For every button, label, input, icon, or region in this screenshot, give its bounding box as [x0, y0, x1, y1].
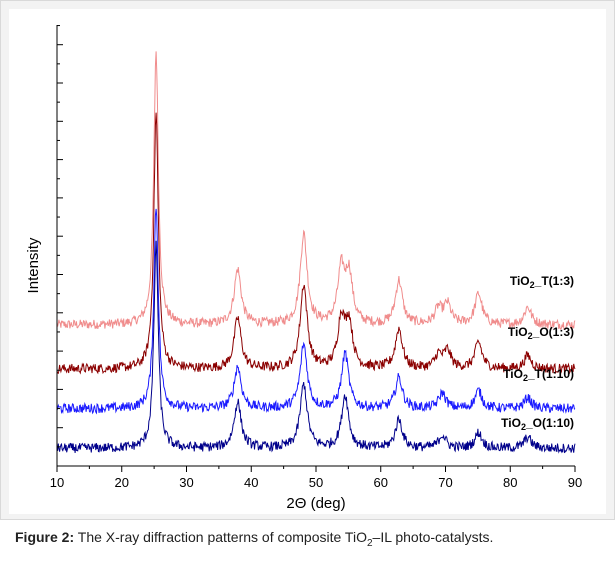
x-tick-label-6: 70 [438, 475, 452, 490]
series-label-0: TiO2_T(1:3) [510, 274, 574, 290]
series-line-2 [56, 208, 576, 415]
series-line-1 [56, 112, 576, 375]
caption-subscript: 2 [366, 537, 373, 549]
figure-caption: Figure 2: The X-ray diffraction patterns… [15, 528, 605, 553]
xrd-chart: 10 20 30 40 50 60 70 80 90 2Θ (deg) Intensity TiO2_… [25, 25, 582, 512]
caption-text-part1: The X-ray diffraction patterns of compos… [74, 529, 367, 545]
series-label-1: TiO2_O(1:3) [508, 325, 574, 341]
x-axis-label: 2Θ (deg) [286, 495, 345, 512]
x-tick-label-0: 10 [50, 475, 64, 490]
plot-area: 10 20 30 40 50 60 70 80 90 2Θ (deg) Intensity TiO2_… [9, 9, 606, 514]
x-tick-label-2: 30 [179, 475, 193, 490]
y-axis-label: Intensity [25, 237, 42, 293]
series-line-3 [56, 240, 576, 454]
caption-text-part2: –IL photo-catalysts. [372, 529, 494, 545]
caption-label: Figure 2: [15, 529, 75, 545]
series-label-2: TiO2_T(1:10) [503, 367, 574, 383]
x-tick-label-4: 50 [309, 475, 323, 490]
series-label-3: TiO2_O(1:10) [501, 416, 574, 432]
series-line-0 [56, 51, 576, 331]
x-tick-label-1: 20 [115, 475, 129, 490]
x-tick-label-3: 40 [244, 475, 258, 490]
figure-panel: 10 20 30 40 50 60 70 80 90 2Θ (deg) Intensity TiO2_… [0, 0, 615, 520]
x-tick-label-5: 60 [374, 475, 388, 490]
x-tick-label-8: 90 [568, 475, 582, 490]
x-tick-label-7: 80 [503, 475, 517, 490]
